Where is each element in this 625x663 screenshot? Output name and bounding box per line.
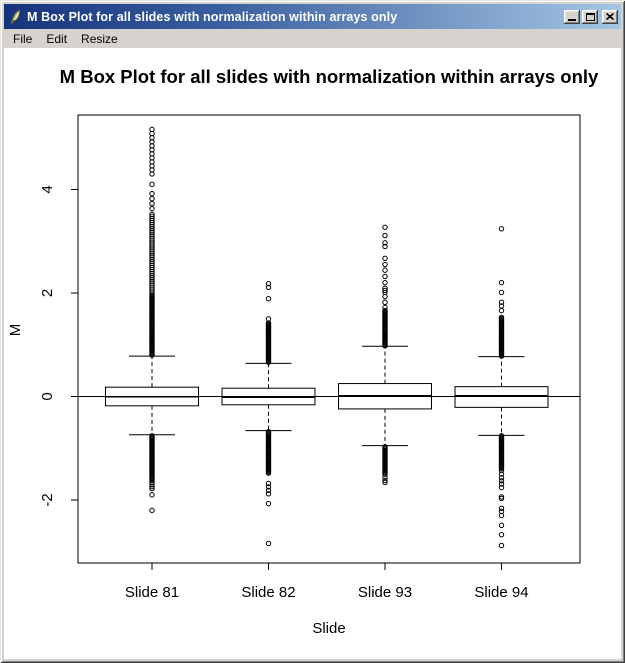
outlier-point <box>149 181 155 188</box>
outlier-point <box>382 267 388 273</box>
menu-item-edit[interactable]: Edit <box>46 31 68 46</box>
outlier-point <box>149 485 155 492</box>
outlier-point <box>382 285 388 292</box>
outlier-point <box>498 475 505 481</box>
maximize-button[interactable] <box>582 9 598 24</box>
window-controls <box>564 9 618 24</box>
minimize-icon <box>568 19 576 21</box>
outlier-point <box>382 477 388 484</box>
outlier-point <box>382 243 388 250</box>
outlier-point <box>498 505 505 511</box>
outlier-point <box>265 316 272 322</box>
menu-item-file[interactable]: File <box>13 31 33 46</box>
x-tick-label: Slide 82 <box>241 584 295 601</box>
outlier-point <box>382 279 388 286</box>
y-tick-label: 0 <box>39 392 56 400</box>
plot-frame <box>77 114 581 564</box>
outlier-point <box>498 226 505 232</box>
outlier-point <box>382 261 388 268</box>
outlier-point <box>265 540 272 547</box>
x-tick-label: Slide 93 <box>358 584 412 601</box>
box-group-slide-93: Slide 93 <box>338 224 432 601</box>
outlier-point <box>149 205 155 212</box>
outlier-point <box>149 213 155 220</box>
outlier-point <box>382 474 388 480</box>
outlier-point <box>265 487 272 494</box>
window-title: M Box Plot for all slides with normaliza… <box>27 9 398 24</box>
outlier-point <box>498 478 505 484</box>
outlier-point <box>149 195 155 202</box>
outlier-point <box>498 289 505 296</box>
outlier-point <box>498 495 505 502</box>
outlier-point <box>265 491 272 497</box>
menu-bar: File Edit Resize <box>4 29 621 48</box>
outlier-point <box>498 299 505 306</box>
box-group-slide-94: Slide 94 <box>454 226 549 601</box>
close-icon <box>606 13 614 20</box>
outlier-point <box>149 483 155 490</box>
outlier-point <box>149 480 155 486</box>
outlier-point <box>498 465 505 472</box>
menu-item-resize[interactable]: Resize <box>81 31 118 46</box>
x-axis-label: Slide <box>312 620 345 637</box>
outlier-point <box>498 279 505 286</box>
outlier-point <box>149 190 155 197</box>
outlier-point <box>265 295 272 302</box>
outlier-point <box>498 531 505 538</box>
outlier-point <box>498 303 505 309</box>
outlier-point <box>382 479 388 486</box>
iqr-box <box>454 386 549 408</box>
title-bar[interactable]: M Box Plot for all slides with normaliza… <box>4 4 621 29</box>
outlier-point <box>382 471 388 477</box>
outlier-point <box>265 500 272 507</box>
outlier-point <box>498 484 505 491</box>
outlier-point <box>382 232 388 239</box>
outlier-point <box>149 211 155 218</box>
outlier-point <box>149 482 155 488</box>
outlier-point <box>498 522 505 529</box>
outlier-point <box>382 287 388 294</box>
y-tick-label: -2 <box>39 493 56 506</box>
box-group-slide-81: Slide 81 <box>105 126 199 601</box>
y-tick-label: 2 <box>39 289 56 297</box>
outlier-point <box>498 307 505 314</box>
outlier-point <box>498 471 505 477</box>
outlier-point <box>498 314 505 321</box>
outlier-point <box>382 273 388 280</box>
x-tick-label: Slide 94 <box>474 584 528 601</box>
outlier-point <box>498 481 505 487</box>
x-tick-label: Slide 81 <box>125 584 179 601</box>
y-tick-label: 4 <box>39 185 56 193</box>
outlier-point <box>265 284 272 291</box>
feather-icon <box>7 9 23 25</box>
outlier-point <box>149 200 155 207</box>
outlier-point <box>149 478 155 484</box>
chart-title: M Box Plot for all slides with normaliza… <box>60 66 599 87</box>
outlier-point <box>498 542 505 549</box>
outlier-point <box>382 299 388 306</box>
y-axis-label: M <box>7 324 24 337</box>
outlier-point <box>382 240 388 246</box>
plot-area: M Box Plot for all slides with normaliza… <box>4 48 621 659</box>
boxplot-canvas: M Box Plot for all slides with normaliza… <box>7 66 599 637</box>
close-button[interactable] <box>602 9 618 24</box>
maximize-icon <box>585 12 595 21</box>
outlier-point <box>265 480 272 487</box>
box-group-slide-82: Slide 82 <box>221 280 316 601</box>
outlier-point <box>149 126 155 133</box>
minimize-button[interactable] <box>564 9 580 24</box>
outlier-point <box>265 280 272 287</box>
outlier-point <box>382 304 388 311</box>
outlier-point <box>149 492 155 498</box>
outlier-point <box>498 512 505 519</box>
outlier-point <box>265 470 272 476</box>
outlier-point <box>382 307 388 314</box>
outlier-point <box>498 467 505 474</box>
outlier-point <box>149 507 155 514</box>
outlier-point <box>382 224 388 230</box>
outlier-point <box>265 484 272 490</box>
outlier-point <box>382 255 388 262</box>
